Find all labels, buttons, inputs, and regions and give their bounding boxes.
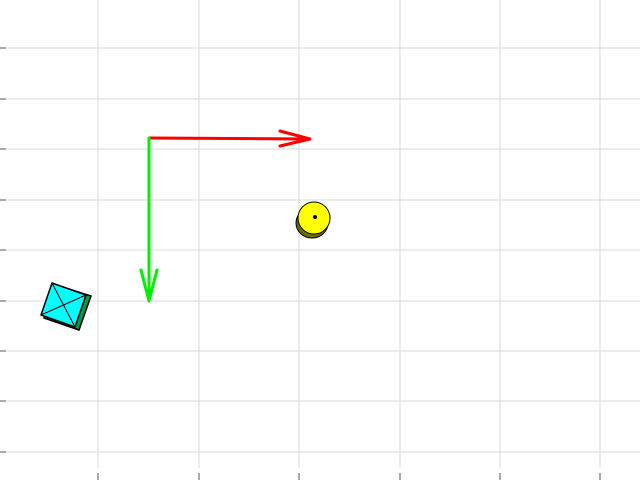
y-axis-arrow xyxy=(139,136,159,303)
target-center-dot xyxy=(313,215,317,219)
y-axis-arrowhead xyxy=(139,268,159,303)
yellow-disc-icon xyxy=(295,201,331,239)
x-axis-line xyxy=(147,136,310,141)
agent-diagonal xyxy=(40,294,87,316)
grid xyxy=(6,0,640,468)
cyan-square-marker-icon xyxy=(40,282,92,331)
x-axis-arrowhead xyxy=(278,129,312,148)
tick-marks xyxy=(0,47,601,480)
x-axis-arrow xyxy=(147,129,312,148)
